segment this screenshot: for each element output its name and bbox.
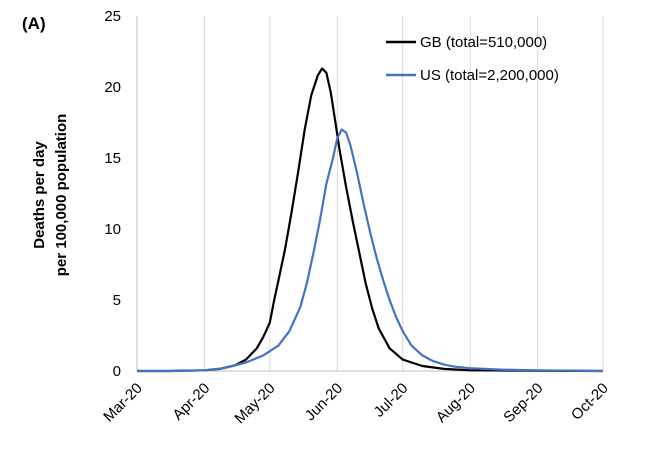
series-lines (137, 67, 604, 373)
series-line-gb (137, 67, 604, 373)
x-tick-label: Sep-20 (500, 380, 546, 426)
x-tick-label: Jul-20 (371, 380, 412, 421)
y-tick-label: 10 (104, 221, 121, 238)
y-axis-label: Deaths per day per 100,000 population (31, 114, 70, 277)
y-tick-label: 20 (104, 79, 121, 96)
y-tick-label: 25 (104, 8, 121, 25)
legend-label-us: US (total=2,200,000) (420, 67, 559, 84)
y-axis-label-line-2: per 100,000 population (53, 114, 70, 277)
x-tick-label: Oct-20 (568, 380, 612, 424)
legend: GB (total=510,000) US (total=2,200,000) (386, 34, 559, 84)
x-tick-label: Apr-20 (169, 380, 213, 424)
x-tick-label: May-20 (231, 380, 278, 427)
panel-label: (A) (22, 14, 46, 33)
x-tick-label: Aug-20 (433, 380, 479, 426)
y-tick-label: 0 (113, 363, 121, 380)
y-tick-label: 5 (113, 292, 121, 309)
x-tick-label: Jun-20 (302, 380, 346, 424)
y-tick-label: 15 (104, 150, 121, 167)
y-axis-label-line-1: Deaths per day (31, 141, 48, 249)
series-line-us (137, 128, 604, 373)
legend-label-gb: GB (total=510,000) (420, 34, 547, 51)
y-tick-labels: 0 5 10 15 20 25 (104, 8, 121, 380)
x-tick-labels: Mar-20 Apr-20 May-20 Jun-20 Jul-20 Aug-20 Sep-… (100, 380, 612, 427)
x-tick-label: Mar-20 (100, 380, 146, 426)
